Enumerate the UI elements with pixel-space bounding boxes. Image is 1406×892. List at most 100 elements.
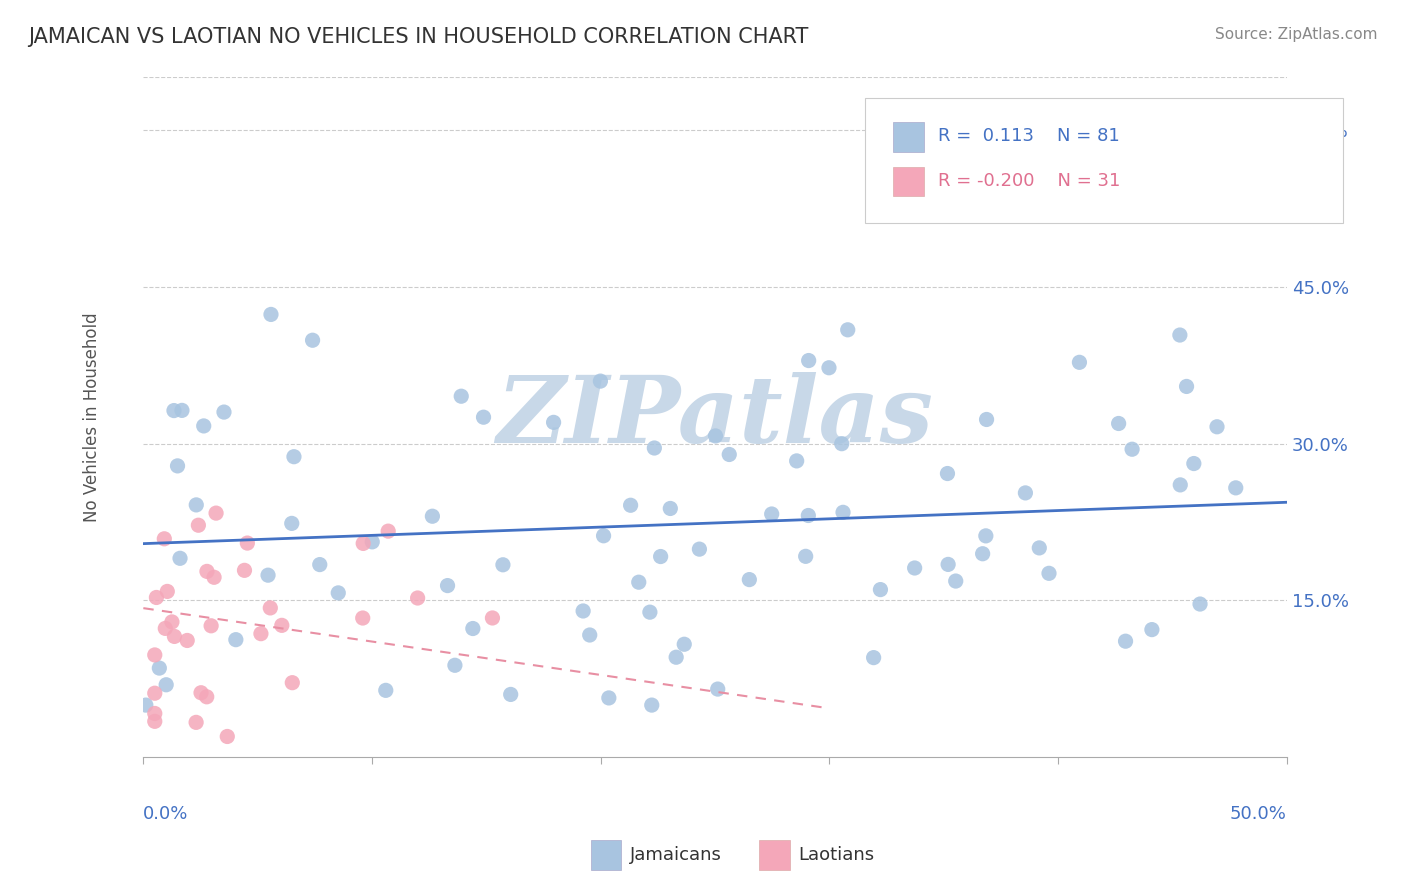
- Point: [176, 633, 198, 648]
- Point: [794, 549, 817, 564]
- Point: [1028, 541, 1050, 555]
- Point: [202, 570, 225, 584]
- Point: [592, 529, 614, 543]
- Point: [422, 509, 444, 524]
- Point: [1038, 566, 1060, 581]
- Text: JAMAICAN VS LAOTIAN NO VEHICLES IN HOUSEHOLD CORRELATION CHART: JAMAICAN VS LAOTIAN NO VEHICLES IN HOUSE…: [28, 27, 808, 46]
- Point: [461, 622, 484, 636]
- Point: [665, 650, 688, 665]
- Point: [143, 686, 166, 700]
- Point: [156, 584, 179, 599]
- Point: [638, 605, 661, 619]
- Text: Source: ZipAtlas.com: Source: ZipAtlas.com: [1215, 27, 1378, 42]
- Point: [352, 536, 374, 550]
- Text: ZIPatlas: ZIPatlas: [496, 373, 934, 462]
- Point: [862, 650, 884, 665]
- Point: [832, 505, 855, 519]
- Point: [153, 532, 176, 546]
- Point: [205, 506, 228, 520]
- Point: [578, 628, 600, 642]
- Point: [163, 403, 186, 417]
- Point: [143, 706, 166, 721]
- Point: [688, 542, 710, 557]
- Point: [436, 578, 458, 592]
- Point: [904, 561, 927, 575]
- Point: [328, 586, 350, 600]
- Point: [659, 501, 682, 516]
- Text: Jamaicans: Jamaicans: [630, 846, 721, 863]
- Point: [169, 551, 191, 566]
- Point: [250, 626, 273, 640]
- Point: [572, 604, 595, 618]
- Point: [145, 591, 167, 605]
- Point: [1069, 355, 1091, 369]
- Point: [148, 661, 170, 675]
- Text: R =  0.113    N = 81: R = 0.113 N = 81: [938, 128, 1119, 145]
- Point: [143, 714, 166, 729]
- Point: [1140, 623, 1163, 637]
- Text: Laotians: Laotians: [799, 846, 875, 863]
- Text: R = -0.200    N = 31: R = -0.200 N = 31: [938, 172, 1121, 190]
- Point: [1168, 328, 1191, 343]
- Point: [374, 683, 396, 698]
- Point: [135, 698, 157, 712]
- Point: [1014, 486, 1036, 500]
- Point: [818, 360, 841, 375]
- Point: [492, 558, 515, 572]
- Point: [472, 410, 495, 425]
- Point: [797, 353, 820, 368]
- Point: [1115, 634, 1137, 648]
- Point: [444, 658, 467, 673]
- Point: [166, 458, 188, 473]
- Point: [257, 568, 280, 582]
- Point: [641, 698, 664, 712]
- Point: [170, 403, 193, 417]
- Point: [1108, 417, 1130, 431]
- Point: [281, 675, 304, 690]
- Point: [976, 412, 998, 426]
- Point: [190, 686, 212, 700]
- Point: [936, 558, 959, 572]
- Point: [260, 308, 283, 322]
- Point: [1182, 457, 1205, 471]
- Point: [837, 323, 859, 337]
- Point: [195, 565, 218, 579]
- Point: [195, 690, 218, 704]
- Text: 0.0%: 0.0%: [143, 805, 188, 823]
- Point: [543, 416, 565, 430]
- Point: [945, 574, 967, 588]
- Point: [184, 715, 207, 730]
- Point: [155, 621, 177, 635]
- Text: 50.0%: 50.0%: [1230, 805, 1286, 823]
- Point: [704, 429, 727, 443]
- Point: [1121, 442, 1143, 457]
- Point: [1225, 481, 1247, 495]
- Point: [236, 536, 259, 550]
- Point: [738, 573, 761, 587]
- Point: [936, 467, 959, 481]
- Point: [1206, 419, 1229, 434]
- Point: [377, 524, 399, 538]
- Point: [499, 688, 522, 702]
- Point: [301, 333, 323, 347]
- Point: [259, 601, 281, 615]
- Point: [974, 529, 997, 543]
- Point: [143, 648, 166, 662]
- Point: [187, 518, 209, 533]
- Text: No Vehicles in Household: No Vehicles in Household: [83, 312, 101, 522]
- Point: [217, 730, 239, 744]
- Point: [650, 549, 672, 564]
- Point: [761, 507, 783, 521]
- Point: [281, 516, 304, 531]
- Point: [352, 611, 374, 625]
- Point: [643, 441, 665, 455]
- Point: [406, 591, 429, 605]
- Point: [200, 619, 222, 633]
- Point: [155, 678, 177, 692]
- Point: [786, 454, 808, 468]
- Point: [308, 558, 330, 572]
- Point: [673, 637, 696, 651]
- Point: [598, 690, 620, 705]
- Point: [627, 575, 650, 590]
- Point: [620, 498, 643, 512]
